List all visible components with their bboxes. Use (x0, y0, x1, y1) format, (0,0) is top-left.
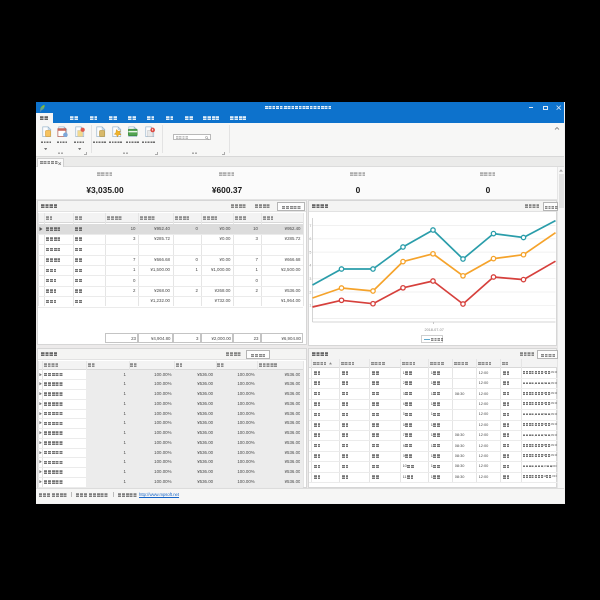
svg-text:7: 7 (309, 224, 311, 228)
svg-text:3: 3 (309, 277, 311, 281)
svg-text:2018-07-07: 2018-07-07 (424, 328, 443, 332)
svg-text:2: 2 (309, 290, 311, 294)
svg-text:6: 6 (309, 237, 311, 241)
svg-text:5: 5 (309, 250, 311, 254)
svg-text:1: 1 (309, 304, 311, 308)
svg-text:4: 4 (309, 264, 311, 268)
